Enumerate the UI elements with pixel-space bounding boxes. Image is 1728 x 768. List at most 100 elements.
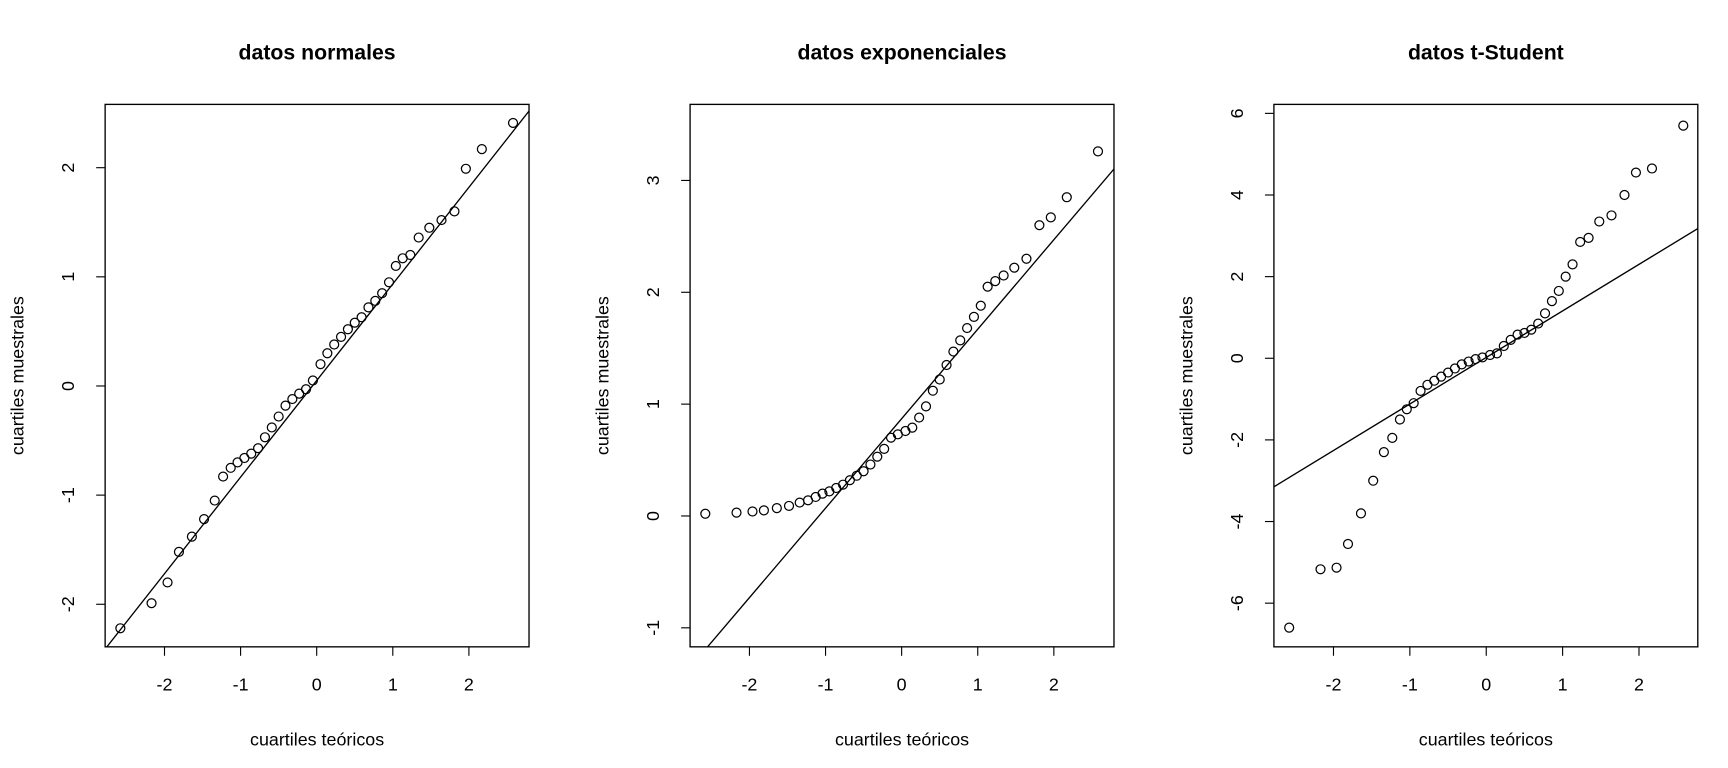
point	[955, 335, 966, 346]
point	[1498, 340, 1509, 352]
point	[982, 281, 993, 292]
chart-title: datos normales	[239, 41, 396, 65]
point	[948, 346, 959, 357]
y-axis-label: cuartiles muestrales	[593, 296, 613, 455]
point	[758, 505, 769, 516]
reference-line	[706, 168, 1114, 647]
y-tick-label: 0	[58, 381, 78, 391]
x-tick-label: -1	[233, 675, 249, 695]
plot-box	[689, 103, 1115, 648]
point	[460, 163, 471, 174]
y-tick-label: -1	[643, 620, 663, 636]
point	[424, 222, 435, 233]
point	[342, 324, 353, 335]
point	[329, 339, 340, 350]
point	[162, 577, 173, 588]
point	[858, 466, 869, 477]
point	[476, 144, 487, 155]
point	[322, 348, 333, 359]
point	[1021, 253, 1032, 264]
point	[1061, 192, 1072, 203]
point	[700, 508, 711, 519]
point	[449, 206, 460, 217]
panel: datos t-Student cuartiles teóricos cuartil…	[1177, 41, 1699, 750]
point	[115, 623, 126, 634]
x-tick-label: -2	[1326, 675, 1342, 695]
x-tick-label: 0	[897, 675, 907, 695]
point	[1512, 329, 1523, 340]
point	[794, 497, 805, 508]
point	[1567, 259, 1578, 270]
point	[198, 514, 210, 525]
point	[1606, 210, 1617, 221]
point	[1408, 398, 1419, 409]
point	[1553, 285, 1564, 297]
x-tick-label: 2	[464, 675, 474, 695]
point	[865, 459, 876, 470]
point	[390, 260, 401, 272]
point	[1387, 432, 1398, 443]
y-tick-label: 3	[643, 175, 663, 185]
point	[225, 462, 236, 473]
panel: datos normales cuartiles teóricos cuartile…	[8, 41, 530, 750]
y-tick-label: 1	[643, 399, 663, 409]
point	[363, 302, 374, 313]
point	[1092, 146, 1104, 157]
point	[1315, 564, 1326, 575]
point	[1491, 348, 1503, 359]
point	[1619, 189, 1630, 201]
point	[941, 359, 952, 371]
y-tick-label: -1	[58, 487, 78, 503]
point	[349, 317, 360, 328]
panel: datos exponenciales cuartiles teóricos cua…	[593, 41, 1115, 750]
y-tick-label: 2	[1227, 272, 1247, 282]
x-tick-label: 0	[1481, 675, 1491, 695]
point	[259, 432, 271, 443]
x-tick-label: 2	[1634, 675, 1644, 695]
point	[1463, 356, 1474, 367]
point	[246, 448, 257, 459]
point	[253, 443, 264, 454]
point	[335, 331, 347, 342]
x-tick-label: 1	[388, 675, 398, 695]
point	[218, 471, 229, 482]
point	[1368, 475, 1379, 486]
point	[1415, 385, 1426, 397]
y-tick-label: 0	[1227, 353, 1247, 363]
point	[413, 232, 424, 243]
point	[1560, 271, 1571, 282]
point	[1034, 220, 1045, 231]
point	[1519, 327, 1530, 339]
point	[1594, 216, 1605, 227]
point	[1505, 334, 1516, 345]
point	[927, 385, 938, 396]
point	[287, 393, 298, 405]
point	[1009, 262, 1020, 273]
x-tick-label: -1	[1402, 675, 1418, 695]
y-tick-label: -2	[1227, 432, 1247, 448]
y-tick-label: 1	[58, 272, 78, 282]
point	[186, 531, 197, 542]
point	[1575, 236, 1586, 248]
point	[383, 277, 395, 288]
x-axis-label: cuartiles teóricos	[835, 730, 969, 750]
point	[370, 295, 381, 306]
x-tick-label: -1	[818, 675, 834, 695]
point	[356, 312, 367, 323]
point	[1484, 349, 1496, 361]
point	[1477, 352, 1488, 363]
y-tick-label: 2	[643, 287, 663, 297]
point	[1394, 414, 1406, 425]
point	[968, 311, 980, 322]
chart-title: datos t-Student	[1408, 41, 1564, 65]
point	[1546, 296, 1558, 307]
point	[1456, 359, 1467, 370]
x-tick-label: 1	[1558, 675, 1568, 695]
point	[872, 451, 883, 462]
point	[975, 300, 986, 311]
plot-box	[1273, 103, 1699, 648]
point	[1378, 447, 1389, 458]
point	[1539, 308, 1551, 319]
y-tick-label: -6	[1227, 595, 1247, 611]
